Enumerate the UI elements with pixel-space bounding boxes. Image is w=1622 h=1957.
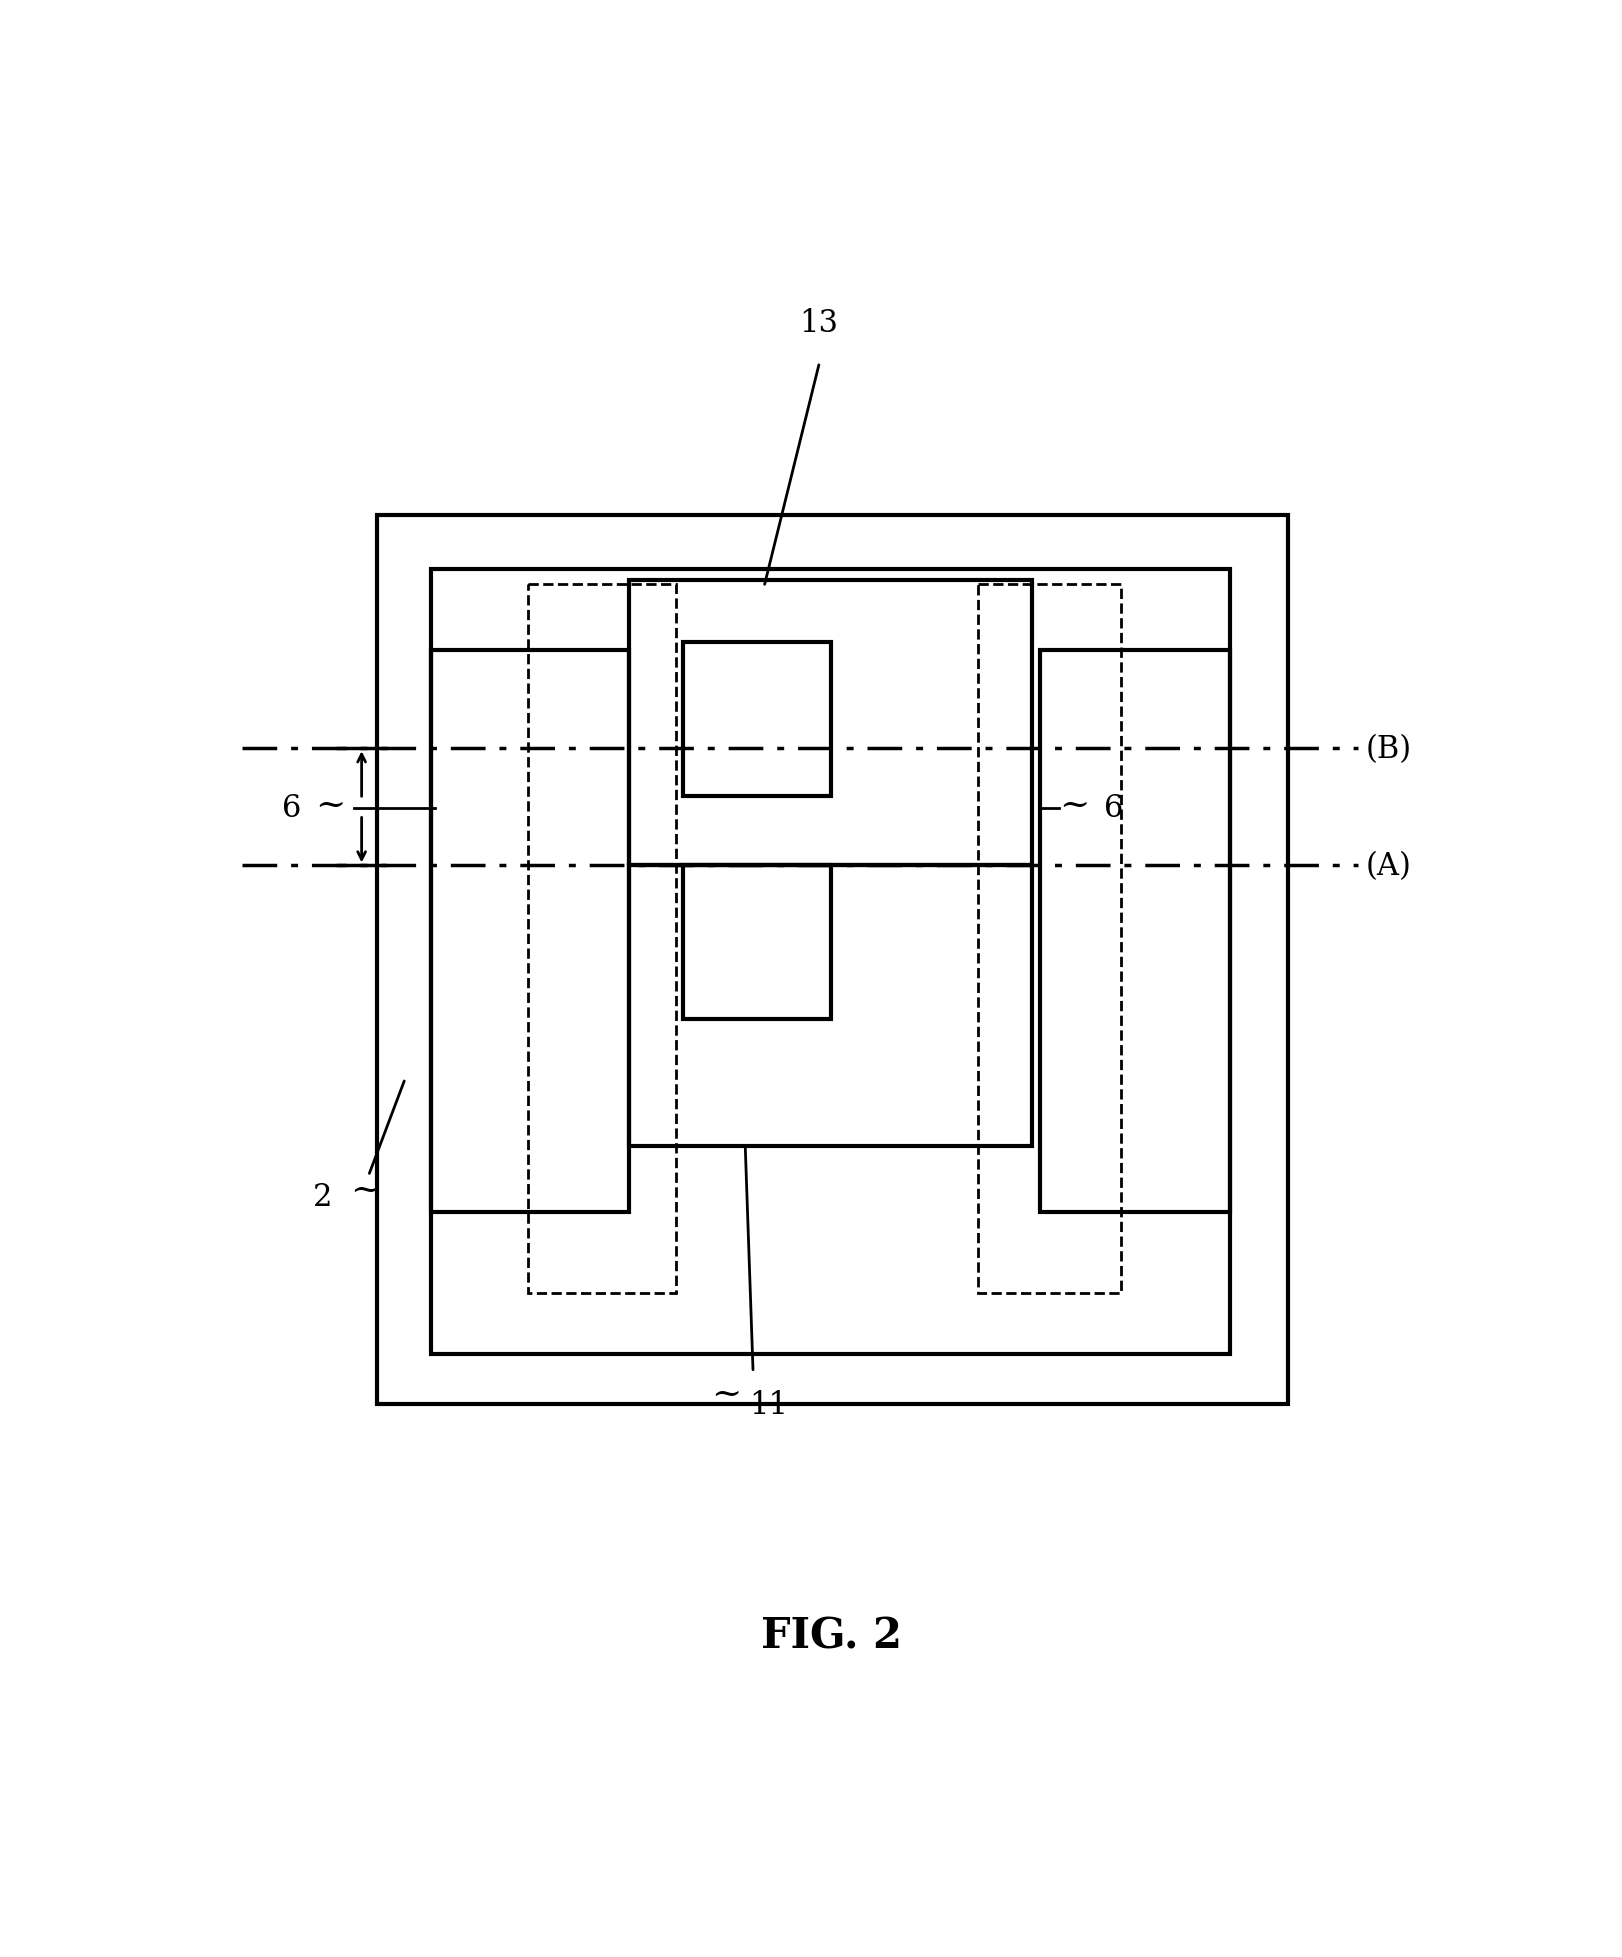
Text: 6: 6 (1103, 793, 1122, 824)
Text: (B): (B) (1366, 734, 1411, 765)
Text: (A): (A) (1366, 851, 1411, 881)
Bar (629, 865, 1032, 1147)
Bar (431, 650, 629, 1211)
Bar (529, 585, 675, 1294)
Bar (683, 642, 830, 796)
Text: 6: 6 (282, 793, 302, 824)
Text: 13: 13 (800, 307, 839, 339)
Text: ~: ~ (315, 787, 345, 822)
Text: ~: ~ (1059, 787, 1090, 822)
Bar (978, 585, 1121, 1294)
Bar (431, 569, 1229, 1354)
Text: FIG. 2: FIG. 2 (761, 1615, 902, 1656)
Text: ~: ~ (350, 1172, 381, 1206)
Text: 2: 2 (313, 1182, 333, 1211)
Bar (1040, 650, 1229, 1211)
Bar (683, 865, 830, 1020)
Bar (378, 517, 1288, 1405)
Text: ~: ~ (710, 1376, 741, 1411)
Bar (629, 581, 1032, 865)
Text: 11: 11 (749, 1389, 788, 1421)
